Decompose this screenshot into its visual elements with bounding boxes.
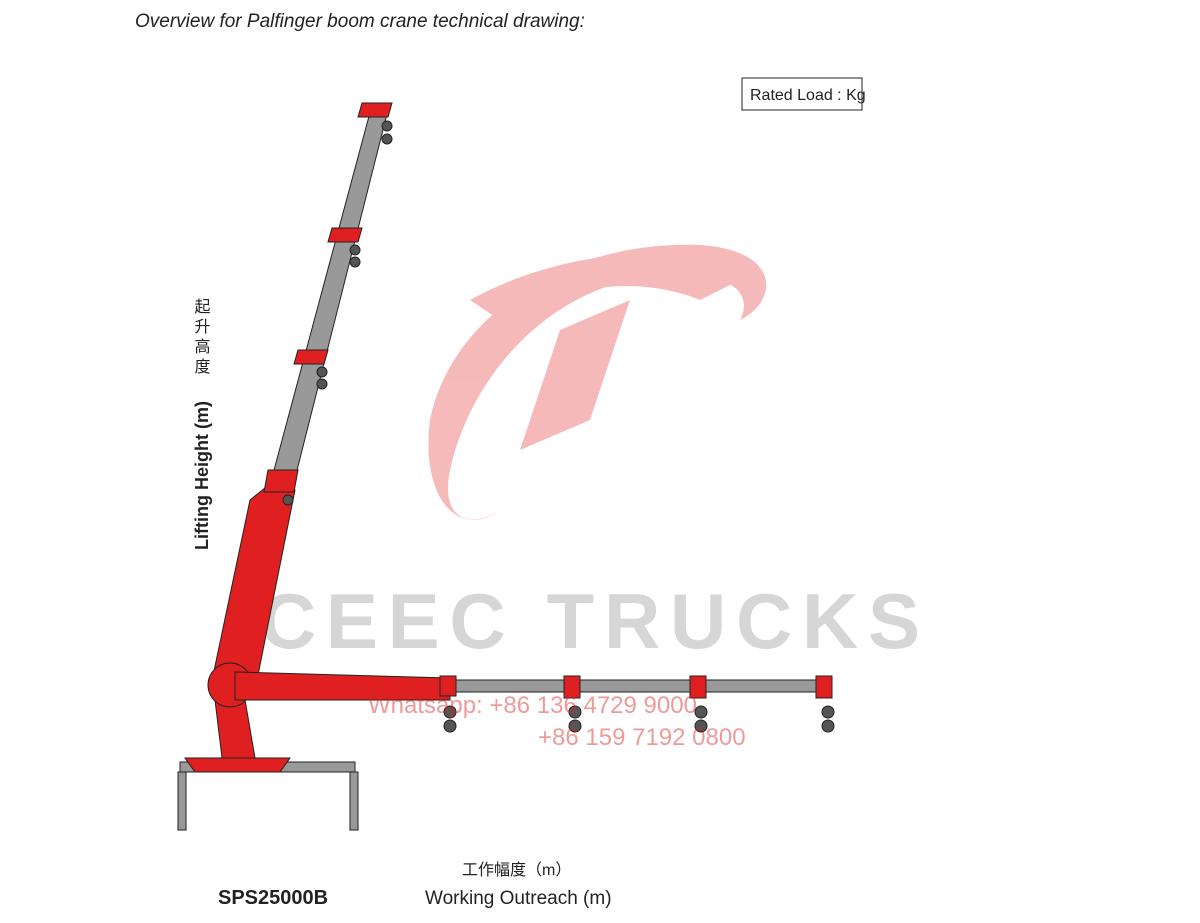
watermark-phone: +86 159 7192 0800 <box>538 724 746 751</box>
x-axis-label: Working Outreach (m) <box>425 888 612 909</box>
watermark-logo <box>428 244 767 520</box>
legend-box <box>741 77 863 111</box>
model: SPS25000B <box>218 887 328 909</box>
crane <box>177 102 835 831</box>
y-axis-label-cn: 起升高度 <box>192 298 211 378</box>
watermark-phone: Whatsapp: +86 136 4729 9000 <box>368 692 697 719</box>
x-axis-label-cn: 工作幅度（m） <box>462 861 571 879</box>
legend: Rated Load : Kg <box>750 87 866 104</box>
watermark-brand: CEEC TRUCKS <box>260 577 920 665</box>
y-axis-label: Lifting Height (m) <box>192 401 212 550</box>
page-title: Overview for Palfinger boom crane techni… <box>135 11 585 32</box>
